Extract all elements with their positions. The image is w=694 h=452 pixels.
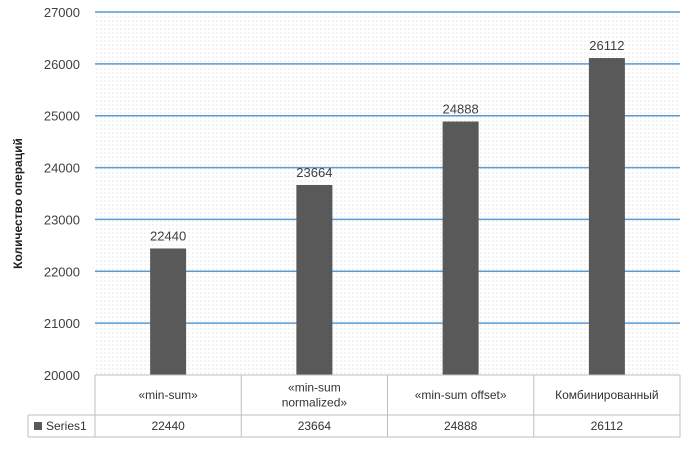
table-value: 26112	[591, 419, 624, 433]
category-label: «min-sum	[288, 381, 341, 395]
series-name: Series1	[46, 419, 87, 433]
bar	[296, 184, 333, 375]
data-label: 26112	[589, 38, 624, 53]
y-tick-label: 27000	[44, 5, 80, 20]
y-tick-label: 20000	[44, 368, 80, 383]
y-tick-label: 24000	[44, 161, 80, 176]
legend-key	[34, 422, 42, 430]
y-axis-label: Количество операций	[11, 138, 25, 269]
y-tick-label: 25000	[44, 109, 80, 124]
data-labels: 22440 23664 24888 26112	[150, 38, 624, 243]
data-label: 24888	[443, 102, 479, 117]
y-tick-label: 21000	[44, 316, 80, 331]
gridlines	[95, 11, 680, 324]
table-value: 23664	[298, 419, 332, 433]
data-label: 23664	[296, 165, 332, 180]
bar	[150, 248, 187, 375]
y-tick-label: 23000	[44, 212, 80, 227]
table-value: 24888	[444, 419, 478, 433]
bar	[588, 58, 625, 376]
plot-area	[95, 12, 680, 375]
y-axis-ticks: 20000 21000 22000 23000 24000 25000 26000 27000	[44, 5, 80, 383]
bars	[150, 58, 625, 376]
category-label: «min-sum»	[138, 388, 198, 402]
table-value: 22440	[151, 419, 185, 433]
y-tick-label: 26000	[44, 57, 80, 72]
bar	[442, 121, 479, 376]
category-label: Комбинированный	[555, 388, 659, 402]
data-label: 22440	[150, 228, 186, 243]
category-label: «min-sum offset»	[415, 388, 507, 402]
category-label: normalized»	[282, 396, 348, 410]
y-tick-label: 22000	[44, 264, 80, 279]
